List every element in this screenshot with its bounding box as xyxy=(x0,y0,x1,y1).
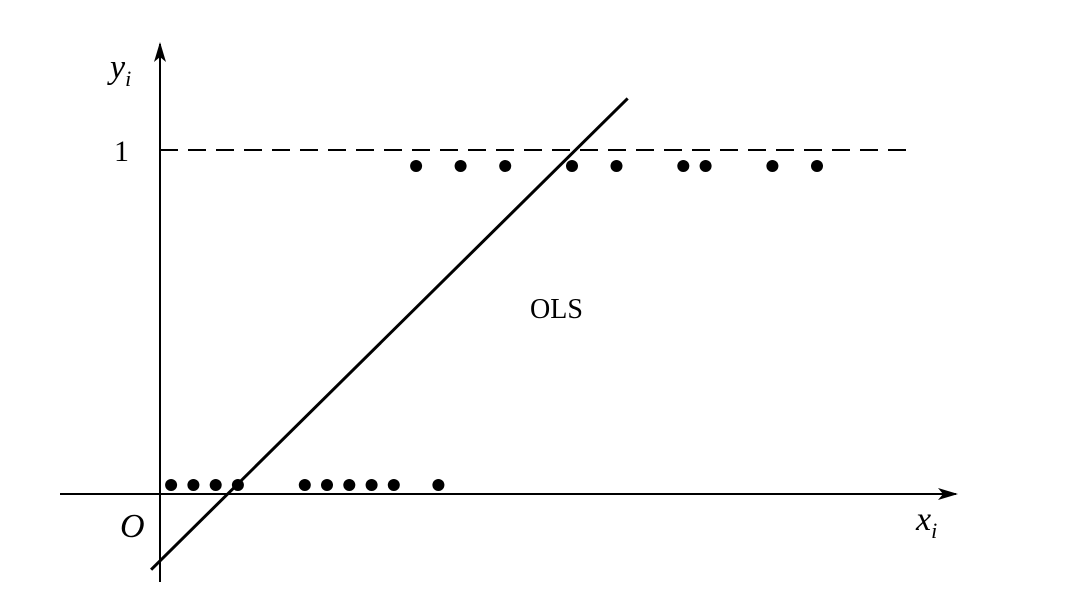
data-point xyxy=(677,160,690,172)
data-point xyxy=(699,160,712,172)
data-point xyxy=(454,160,467,172)
y-tick-label-1: 1 xyxy=(114,135,129,168)
data-point xyxy=(432,479,445,491)
data-point xyxy=(811,160,823,172)
data-point xyxy=(187,479,200,491)
ols-fit-line xyxy=(150,97,629,571)
data-point xyxy=(610,160,623,172)
data-point xyxy=(387,479,400,491)
ols-label: OLS xyxy=(530,294,583,325)
x-axis-label: xi xyxy=(915,501,937,543)
data-point xyxy=(231,479,244,491)
data-point xyxy=(343,479,356,491)
data-point xyxy=(499,160,512,172)
data-point xyxy=(365,479,378,491)
data-point xyxy=(298,479,311,491)
data-point xyxy=(566,160,578,172)
data-point xyxy=(410,160,423,172)
origin-label: O xyxy=(120,508,145,545)
data-point xyxy=(209,479,222,491)
data-points xyxy=(165,160,823,491)
y-axis-label: yi xyxy=(107,49,131,91)
data-point xyxy=(165,479,178,491)
data-point xyxy=(321,479,333,491)
data-point xyxy=(766,160,779,172)
